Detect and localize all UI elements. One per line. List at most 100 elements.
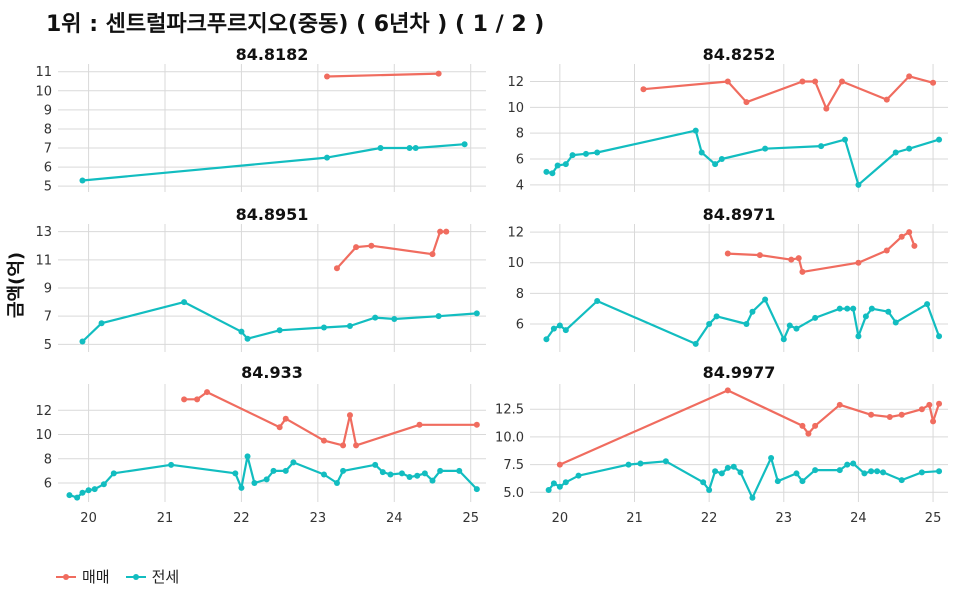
y-tick-label: 5 (44, 338, 52, 353)
data-point-jeonse (582, 150, 589, 157)
data-point-sale (353, 244, 360, 251)
data-point-jeonse (862, 313, 869, 320)
x-tick-label: 24 (386, 511, 403, 526)
data-point-jeonse (550, 480, 557, 487)
data-point-jeonse (320, 324, 327, 331)
data-point-jeonse (473, 310, 480, 317)
data-point-jeonse (290, 459, 297, 466)
data-point-sale (799, 268, 806, 275)
data-point-jeonse (79, 489, 86, 496)
data-point-sale (324, 73, 331, 80)
y-tick-label: 7.5 (503, 458, 524, 473)
data-point-jeonse (718, 156, 725, 162)
y-tick-label: 13 (35, 225, 52, 240)
data-point-jeonse (786, 322, 793, 329)
data-point-jeonse (793, 325, 800, 332)
data-point-sale (204, 389, 211, 396)
data-point-jeonse (780, 336, 787, 343)
data-point-jeonse (238, 328, 245, 335)
data-point-sale (333, 265, 340, 272)
data-point-sale (556, 461, 563, 468)
data-point-jeonse (762, 296, 769, 303)
data-point-sale (883, 247, 890, 254)
data-point-jeonse (936, 136, 943, 143)
data-point-jeonse (749, 494, 756, 501)
y-tick-label: 12 (507, 75, 524, 90)
data-point-sale (906, 229, 913, 236)
y-tick-label: 8 (44, 452, 52, 467)
data-point-jeonse (936, 333, 943, 340)
data-point-sale (906, 73, 913, 80)
data-point-jeonse (554, 162, 561, 169)
x-tick-label: 23 (310, 511, 327, 526)
data-point-jeonse (556, 483, 563, 490)
data-point-jeonse (698, 149, 705, 156)
series-line-sale (727, 231, 916, 273)
data-point-jeonse (100, 481, 107, 488)
data-point-sale (799, 78, 806, 85)
x-tick-label: 21 (157, 511, 174, 526)
data-point-jeonse (421, 470, 428, 477)
legend-key-jeonse-icon (125, 571, 146, 583)
data-point-jeonse (98, 320, 105, 327)
y-tick-label: 10.0 (495, 430, 524, 445)
data-point-jeonse (575, 472, 582, 479)
data-point-jeonse (762, 145, 769, 152)
data-point-jeonse (276, 327, 283, 334)
data-point-jeonse (855, 181, 862, 188)
y-tick-label: 6 (516, 317, 524, 332)
data-point-jeonse (918, 469, 925, 476)
data-point-jeonse (569, 152, 576, 159)
data-point-jeonse (406, 473, 413, 480)
data-point-jeonse (437, 467, 444, 474)
data-point-sale (799, 422, 806, 429)
data-point-sale (795, 255, 802, 262)
data-point-jeonse (885, 308, 892, 315)
data-point-jeonse (841, 136, 848, 143)
data-point-jeonse (372, 461, 379, 468)
data-point-sale (353, 442, 360, 449)
data-point-jeonse (387, 471, 394, 478)
y-tick-label: 7 (44, 310, 52, 325)
data-point-sale (918, 406, 925, 413)
data-point-jeonse (550, 325, 557, 332)
data-point-jeonse (244, 453, 251, 460)
y-tick-label: 11 (35, 253, 52, 268)
data-point-jeonse (936, 468, 943, 475)
data-point-sale (276, 424, 283, 431)
data-point-sale (724, 250, 731, 257)
data-point-jeonse (379, 469, 386, 476)
data-point-jeonse (414, 472, 421, 479)
data-point-jeonse (340, 467, 347, 474)
data-point-jeonse (692, 340, 699, 347)
legend-label-jeonse: 전세 (151, 568, 180, 586)
data-point-jeonse (406, 145, 413, 152)
data-point-jeonse (812, 467, 819, 474)
data-point-jeonse (543, 336, 550, 343)
data-point-jeonse (372, 314, 379, 321)
y-tick-label: 5.0 (503, 486, 524, 501)
data-point-jeonse (263, 476, 270, 483)
series-line-sale (326, 72, 439, 78)
data-point-jeonse (251, 480, 258, 487)
data-point-sale (930, 418, 937, 425)
data-point-jeonse (836, 305, 843, 312)
data-point-jeonse (562, 161, 569, 168)
data-point-jeonse (844, 461, 851, 468)
y-tick-label: 8 (516, 287, 524, 302)
data-point-jeonse (594, 298, 601, 305)
data-point-sale (886, 413, 893, 420)
data-point-jeonse (543, 168, 550, 175)
series-line-jeonse (82, 143, 465, 182)
data-point-sale (194, 396, 201, 403)
data-point-jeonse (793, 470, 800, 477)
data-point-jeonse (74, 494, 81, 501)
data-point-jeonse (625, 461, 632, 468)
data-point-jeonse (749, 308, 756, 315)
data-point-jeonse (724, 464, 731, 471)
panel-title-0: 84.8182 (236, 45, 309, 64)
y-tick-label: 12 (35, 404, 52, 419)
data-point-jeonse (181, 299, 188, 306)
data-point-jeonse (398, 470, 405, 477)
y-tick-label: 8 (516, 127, 524, 142)
